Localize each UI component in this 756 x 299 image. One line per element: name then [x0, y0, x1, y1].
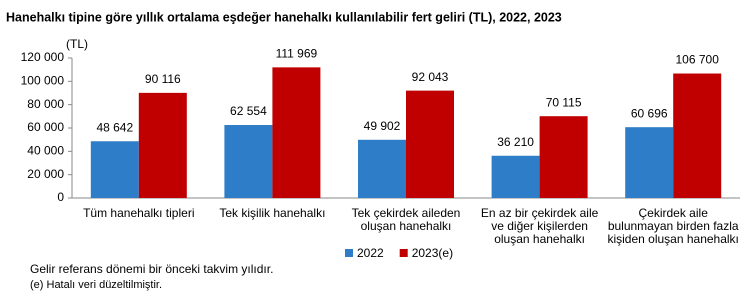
value-label: 111 969	[276, 47, 318, 61]
x-tick-label: Tek çekirdek aileden oluşan hanehalkı	[352, 206, 461, 233]
x-tick-label-line: oluşan hanehalkı	[361, 219, 452, 233]
x-tick-label-line: Çekirdek aile	[639, 206, 709, 220]
bar	[491, 155, 540, 198]
bar	[539, 116, 588, 198]
chart-title: Hanehalkı tipine göre yıllık ortalama eş…	[6, 10, 562, 24]
bar	[90, 141, 139, 198]
y-tick-label: 80 000	[27, 97, 64, 111]
x-tick-label: Tüm hanehalkı tipleri	[83, 206, 194, 220]
note: (e) Hatalı veri düzeltilmiştir.	[30, 279, 162, 291]
legend-label: 2022	[357, 246, 384, 260]
value-label: 36 210	[497, 135, 534, 149]
value-label: 106 700	[676, 53, 720, 67]
bar	[272, 67, 321, 198]
y-tick-label: 60 000	[27, 120, 64, 134]
y-tick-label: 100 000	[21, 74, 65, 88]
y-tick-label: 40 000	[27, 144, 64, 158]
x-tick-label-line: kişiden oluşan hanehalkı	[607, 232, 738, 246]
bar	[625, 127, 674, 198]
value-label: 48 642	[96, 120, 133, 134]
x-tick-label-line: ve diğer kişilerden	[491, 219, 588, 233]
legend-swatch	[399, 249, 408, 257]
y-tick-label: 0	[57, 190, 64, 204]
x-tick-label-line: Tek çekirdek aileden	[352, 206, 461, 220]
y-unit: (TL)	[66, 37, 88, 51]
x-tick-label-line: Tüm hanehalkı tipleri	[83, 206, 194, 220]
bar	[673, 73, 722, 198]
bar	[138, 92, 187, 198]
x-tick-label-line: Tek kişilik hanehalkı	[219, 206, 325, 220]
x-tick-label-line: bulunmayan birden fazla	[608, 219, 739, 233]
x-tick-label: Çekirdek aile bulunmayan birden fazla kişi…	[607, 206, 738, 246]
legend-label: 2023(e)	[412, 246, 453, 260]
y-tick-label: 120 000	[21, 50, 65, 64]
x-tick-label-line: En az bir çekirdek aile	[481, 206, 599, 220]
bar	[224, 125, 273, 198]
bar	[406, 90, 454, 198]
value-label: 49 902	[364, 119, 401, 133]
value-label: 92 043	[412, 70, 449, 84]
bar	[358, 139, 406, 198]
value-label: 90 116	[145, 72, 181, 86]
x-tick-label: Tek kişilik hanehalkı	[219, 206, 325, 220]
value-label: 60 696	[631, 106, 668, 120]
x-tick-label-line: oluşan hanehalkı	[494, 232, 585, 246]
x-tick-label: En az bir çekirdek aile ve diğer kişilerd…	[481, 206, 599, 246]
legend-swatch	[345, 249, 353, 257]
y-tick-label: 20 000	[27, 167, 64, 181]
value-label: 70 115	[546, 95, 582, 109]
note: Gelir referans dönemi bir önceki takvim …	[30, 262, 273, 276]
value-label: 62 554	[230, 104, 267, 118]
